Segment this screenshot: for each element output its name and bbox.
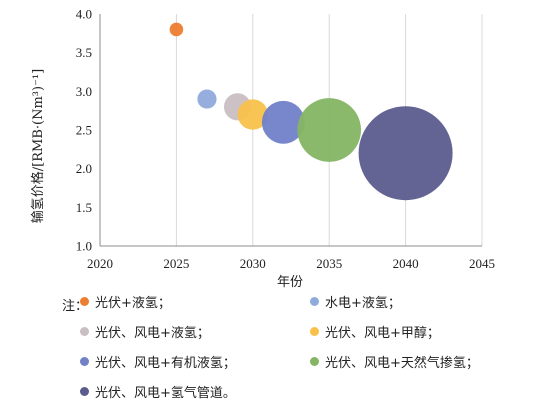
x-tick-label: 2020: [87, 256, 113, 271]
legend-item: 水电+液氢；: [310, 292, 401, 311]
legend-marker: [80, 387, 89, 396]
legend-label: 光伏、风电+液氢；: [95, 326, 210, 341]
legend-label: 光伏、风电+氢气管道。: [95, 386, 236, 401]
legend-marker: [80, 327, 89, 336]
legend-marker: [80, 297, 89, 306]
y-tick-label: 3.0: [76, 84, 92, 99]
legend-label: 光伏+液氢；: [95, 296, 171, 311]
y-tick-label: 4.0: [76, 7, 92, 22]
x-axis-title: 年份: [277, 275, 303, 290]
y-tick-label: 1.5: [76, 200, 92, 215]
legend-item: 光伏、风电+液氢；: [80, 322, 210, 341]
y-tick-label: 3.5: [76, 45, 92, 60]
y-axis-title: 输氢价格/[RMB·(Nm³)⁻¹]: [30, 69, 46, 223]
legend-marker: [80, 357, 89, 366]
legend-marker: [310, 357, 319, 366]
x-tick-label: 2045: [469, 256, 495, 271]
x-tick-label: 2035: [316, 256, 342, 271]
x-tick-labels: 2020 2025 2030 2035 2040 2045: [87, 256, 495, 271]
legend-item: 光伏、风电+有机液氢；: [80, 352, 236, 371]
legend-item: 光伏、风电+甲醇；: [310, 322, 440, 341]
bubble: [169, 22, 184, 37]
x-tick-label: 2040: [393, 256, 419, 271]
bubble-chart: 2020 2025 2030 2035 2040 2045 1.0 1.5 2.0 2.5 3.0…: [30, 7, 495, 291]
bubble: [237, 99, 268, 130]
bubble: [358, 106, 453, 201]
legend-label: 水电+液氢；: [325, 296, 401, 311]
bubble: [197, 89, 217, 109]
legend-marker: [310, 297, 319, 306]
legend-item: 光伏、风电+氢气管道。: [80, 382, 236, 401]
y-tick-labels: 1.0 1.5 2.0 2.5 3.0 3.5 4.0: [76, 7, 92, 254]
legend: 注： 光伏+液氢； 水电+液氢； 光伏、风电+液氢； 光伏、风电+甲醇； 光伏、风电+有…: [62, 292, 532, 412]
x-tick-label: 2030: [240, 256, 266, 271]
bubble: [297, 98, 362, 162]
legend-item: 光伏、风电+天然气掺氢；: [310, 352, 479, 371]
bubble-series: [169, 22, 453, 201]
y-tick-label: 1.0: [76, 239, 92, 254]
legend-label: 光伏、风电+有机液氢；: [95, 356, 236, 371]
legend-label: 光伏、风电+天然气掺氢；: [325, 356, 479, 371]
legend-marker: [310, 327, 319, 336]
bubble: [261, 100, 305, 144]
legend-item: 光伏+液氢；: [80, 292, 171, 311]
x-tick-label: 2025: [163, 256, 189, 271]
y-tick-label: 2.5: [76, 123, 92, 138]
y-tick-label: 2.0: [76, 161, 92, 176]
legend-label: 光伏、风电+甲醇；: [325, 326, 440, 341]
